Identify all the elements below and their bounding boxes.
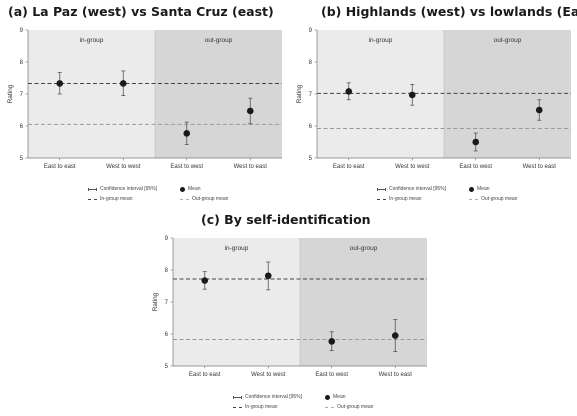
y-tick-label: 8 — [165, 268, 169, 274]
plot-area: in-group out-group 5 6 7 8 9 Rating East to east… — [7, 28, 282, 170]
y-tick-label: 7 — [165, 300, 169, 306]
in-group-line-symbol — [88, 198, 97, 200]
legend-out-group: Out-group mean — [180, 196, 228, 202]
legend-label: Confidence interval [95%] — [245, 394, 302, 400]
mean-point — [56, 80, 64, 87]
chart-title: (b) Highlands (west) vs lowlands (East) — [321, 4, 577, 19]
x-tick-label: West to west — [395, 164, 430, 170]
ci-symbol — [88, 187, 97, 191]
in-group-region — [173, 238, 300, 366]
mean-point — [408, 91, 416, 99]
out-group-line-symbol — [180, 198, 189, 200]
y-tick-label: 5 — [309, 156, 313, 162]
chart-title: (c) By self-identification — [201, 212, 371, 227]
ci-symbol — [233, 395, 242, 399]
y-tick-label: 7 — [20, 92, 24, 98]
legend-mean: Mean — [325, 394, 346, 400]
y-tick-label: 8 — [20, 60, 24, 66]
x-tick-label: East to west — [315, 372, 348, 378]
mean-point — [246, 107, 254, 115]
plot-area: in-group out-group 5 6 7 8 9 Rating East to east… — [296, 28, 571, 170]
legend-label: Out-group mean — [337, 404, 374, 410]
mean-point — [328, 338, 336, 345]
legend-label: In-group mean — [100, 196, 133, 202]
legend-label: Mean — [188, 186, 201, 192]
legend-mean: Mean — [469, 186, 490, 192]
out-group-region — [444, 30, 571, 158]
in-group-line-symbol — [377, 198, 386, 200]
plot-area: in-group out-group 5 6 7 8 9 Rating East to east… — [152, 236, 427, 378]
y-tick-label: 7 — [309, 92, 313, 98]
out-group-line-symbol — [325, 406, 334, 408]
region-label: in-group — [369, 37, 393, 44]
legend-ci: Confidence interval [95%] — [88, 186, 157, 192]
chart-panel-c: (c) By self-identification in-group out-g… — [145, 208, 433, 416]
y-tick-label: 5 — [165, 364, 169, 370]
x-tick-label: West to west — [251, 372, 286, 378]
legend-in-group: In-group mean — [377, 196, 422, 202]
out-group-region — [155, 30, 282, 158]
mean-point — [535, 106, 543, 114]
y-axis-label: Rating — [296, 84, 303, 103]
mean-point — [119, 80, 127, 87]
legend-ci: Confidence interval [95%] — [377, 186, 446, 192]
mean-point — [264, 272, 272, 280]
y-tick-label: 5 — [20, 156, 24, 162]
mean-point — [345, 88, 353, 95]
x-tick-label: East to east — [333, 164, 365, 170]
legend-label: Out-group mean — [481, 196, 518, 202]
mean-point — [183, 130, 191, 137]
chart-panel-a: (a) La Paz (west) vs Santa Cruz (east) i… — [0, 0, 288, 208]
y-tick-label: 9 — [309, 28, 313, 34]
mean-symbol — [469, 186, 474, 192]
out-group-line-symbol — [469, 198, 478, 200]
legend-label: Mean — [333, 394, 346, 400]
chart-panel-b: (b) Highlands (west) vs lowlands (East) … — [289, 0, 577, 208]
region-label: in-group — [225, 245, 249, 252]
x-tick-label: West to east — [234, 164, 268, 170]
region-label: in-group — [80, 37, 104, 44]
legend-out-group: Out-group mean — [325, 404, 373, 410]
x-tick-label: East to west — [170, 164, 203, 170]
x-tick-label: West to west — [106, 164, 141, 170]
y-axis-label: Rating — [152, 292, 159, 311]
ci-symbol — [377, 187, 386, 191]
x-tick-label: East to west — [459, 164, 492, 170]
legend-label: In-group mean — [389, 196, 422, 202]
legend-label: Confidence interval [95%] — [100, 186, 157, 192]
in-group-line-symbol — [233, 406, 242, 408]
legend-label: Mean — [477, 186, 490, 192]
chart-title: (a) La Paz (west) vs Santa Cruz (east) — [8, 4, 274, 19]
mean-symbol — [180, 186, 185, 192]
region-label: out-group — [350, 245, 378, 252]
y-tick-label: 6 — [309, 124, 313, 130]
legend-label: In-group mean — [245, 404, 278, 410]
mean-point — [201, 277, 209, 284]
y-tick-label: 8 — [309, 60, 313, 66]
mean-point — [472, 138, 480, 146]
legend-mean: Mean — [180, 186, 201, 192]
x-tick-label: East to east — [189, 372, 221, 378]
mean-point — [391, 332, 399, 339]
y-tick-label: 9 — [20, 28, 24, 34]
legend-out-group: Out-group mean — [469, 196, 517, 202]
legend-in-group: In-group mean — [88, 196, 133, 202]
in-group-region — [28, 30, 155, 158]
y-tick-label: 9 — [165, 236, 169, 242]
legend-label: Confidence interval [95%] — [389, 186, 446, 192]
x-tick-label: West to east — [379, 372, 413, 378]
out-group-region — [300, 238, 427, 366]
legend-label: Out-group mean — [192, 196, 229, 202]
x-tick-label: West to east — [523, 164, 557, 170]
x-tick-label: East to east — [44, 164, 76, 170]
legend-ci: Confidence interval [95%] — [233, 394, 302, 400]
y-axis-label: Rating — [7, 84, 14, 103]
y-tick-label: 6 — [20, 124, 24, 130]
legend-in-group: In-group mean — [233, 404, 278, 410]
region-label: out-group — [494, 37, 522, 44]
mean-symbol — [325, 394, 330, 400]
in-group-region — [317, 30, 444, 158]
y-tick-label: 6 — [165, 332, 169, 338]
region-label: out-group — [205, 37, 233, 44]
